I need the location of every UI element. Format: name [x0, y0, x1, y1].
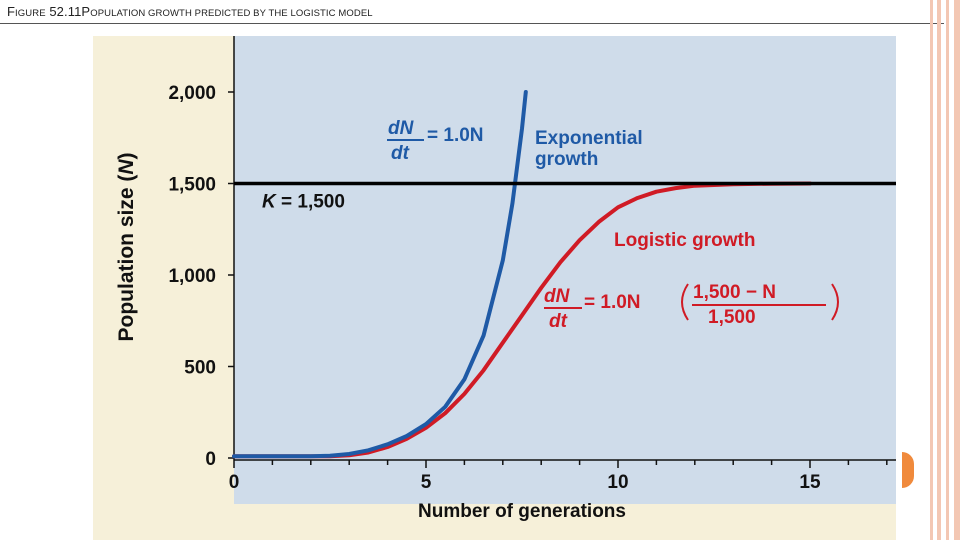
y-tick-label: 2,000 [168, 83, 216, 104]
y-tick-label: 500 [184, 358, 216, 379]
log-eq-frac-denominator: 1,500 [708, 307, 756, 328]
title-fig-number: 52.11 [45, 4, 82, 19]
title-fig-prefix: F [7, 4, 16, 19]
exponential-series-label-line1: Exponential [535, 128, 643, 149]
y-axis-label-var: N [115, 159, 138, 175]
exp-eq-numerator: dN [388, 118, 415, 139]
y-axis-label-text: Population size ( [115, 175, 138, 342]
k-label-rest: = 1,500 [276, 192, 345, 213]
exp-eq-denominator: dt [391, 143, 410, 164]
exponential-equation: dN dt = 1.0N [387, 118, 484, 164]
y-tick-label: 0 [205, 449, 216, 470]
y-axis: 0 500 1,000 1,500 2,000 [168, 36, 235, 470]
y-tick-label: 1,000 [168, 266, 216, 287]
log-eq-rhs: = 1.0N [584, 292, 641, 313]
logistic-equation: dN dt = 1.0N 1,500 − N 1,500 [544, 282, 839, 332]
decorative-side-stripes [930, 0, 960, 540]
x-axis: 0 5 10 15 [229, 459, 896, 493]
log-eq-denominator: dt [549, 311, 568, 332]
x-tick-label: 0 [229, 472, 240, 493]
x-tick-label: 10 [607, 472, 628, 493]
logistic-series-label: Logistic growth [614, 230, 755, 251]
slide-title: FIGURE 52.11POPULATION GROWTH PREDICTED … [7, 4, 373, 19]
carrying-capacity-label: K = 1,500 [262, 192, 345, 213]
y-tick-label: 1,500 [168, 175, 216, 196]
exponential-growth-line [232, 90, 528, 459]
title-divider [0, 23, 944, 24]
log-eq-left-paren [681, 283, 689, 321]
k-label-var: K [262, 192, 277, 213]
title-pop-rest: OPULATION GROWTH PREDICTED BY THE LOGIST… [90, 8, 373, 19]
title-pop-prefix: P [81, 4, 91, 19]
log-eq-numerator: dN [544, 286, 571, 307]
log-eq-right-paren [831, 283, 839, 321]
x-tick-label: 15 [799, 472, 821, 493]
log-eq-frac-numerator: 1,500 − N [693, 282, 776, 303]
plot-area-background [234, 36, 896, 504]
y-axis-label: Population size (N) [115, 152, 138, 341]
decorative-accent-tab [902, 452, 914, 488]
x-tick-label: 5 [421, 472, 432, 493]
title-fig-rest: IGURE [15, 8, 46, 19]
x-axis-label: Number of generations [418, 501, 626, 522]
y-axis-label-close: ) [115, 152, 138, 159]
exponential-series-label-line2: growth [535, 149, 598, 170]
exp-eq-rhs: = 1.0N [427, 125, 484, 146]
